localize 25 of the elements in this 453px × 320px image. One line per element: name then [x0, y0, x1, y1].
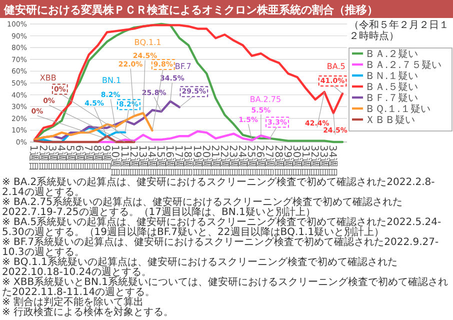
- line-series: [96, 130, 272, 144]
- annotation: BA.5: [326, 62, 346, 71]
- text: ※ BA.5系統疑いの起算点は、健安研におけるスクリーニング検査で初めて確認された2022.5.24-5.30の週とする。（19週目以降はBF.7疑いと、22週目以降はBQ.1.1疑いと別計上）: [2, 217, 442, 238]
- annotation: BQ.1.1: [134, 38, 162, 48]
- legend-label: ＢＦ.７疑い: [365, 92, 418, 104]
- legend-label: ＢＮ.１疑い: [365, 70, 418, 82]
- legend-label: ＢＡ.２疑い: [365, 48, 418, 60]
- annotation: XBB: [40, 74, 56, 83]
- text: ※ XBB系統疑いとBN.1系統疑いについては、健安研におけるスクリーニング検査で初めて確認された2022.11.8-11.14の週とする。: [2, 277, 450, 298]
- annotation: BF.7: [174, 62, 192, 71]
- text: ※ BA.2.75系統疑いの起算点は、健安研におけるスクリーニング検査で初めて確認された2022.7.19-7.25の週とする。（17週目以降は、BN.1疑いと別計上）: [2, 197, 403, 218]
- legend-label: ＢＱ.１.１疑い: [365, 103, 430, 115]
- text: ※ BF.7系統疑いの起算点は、健安研におけるスクリーニング検査で初めて確認された2022.9.27-10.3の週とする。: [2, 237, 440, 258]
- text: ※ 行政検査による検体を対象とする。: [2, 307, 175, 318]
- annotation: BN.1: [102, 76, 122, 85]
- text: ※ 割合は判定不能を除いて算出: [2, 297, 144, 308]
- annotation: BA.2.75: [250, 94, 282, 104]
- legend-label: ＢＡ.２.７５疑い: [365, 59, 442, 71]
- chart-title: 健安研における変異株ＰＣＲ検査によるオミクロン株亜系統の割合（推移）: [3, 4, 378, 16]
- legend-label: ＸＢＢ疑い: [365, 114, 415, 126]
- legend-label: ＢＡ.５疑い: [365, 81, 418, 93]
- text: （令和５年２月２日１２時時点）: [349, 20, 450, 42]
- text: ※ BA.2系統疑いの起算点は、健安研におけるスクリーニング検査で初めて確認された2022.2.8-2.14の週とする。: [2, 177, 436, 198]
- x-tick-label: 1週目: [28, 145, 39, 172]
- text: ※ BQ.1.1系統疑いの起算点は、健安研におけるスクリーニング検査で初めて確認された2022.10.18-10.24の週とする。: [2, 257, 398, 278]
